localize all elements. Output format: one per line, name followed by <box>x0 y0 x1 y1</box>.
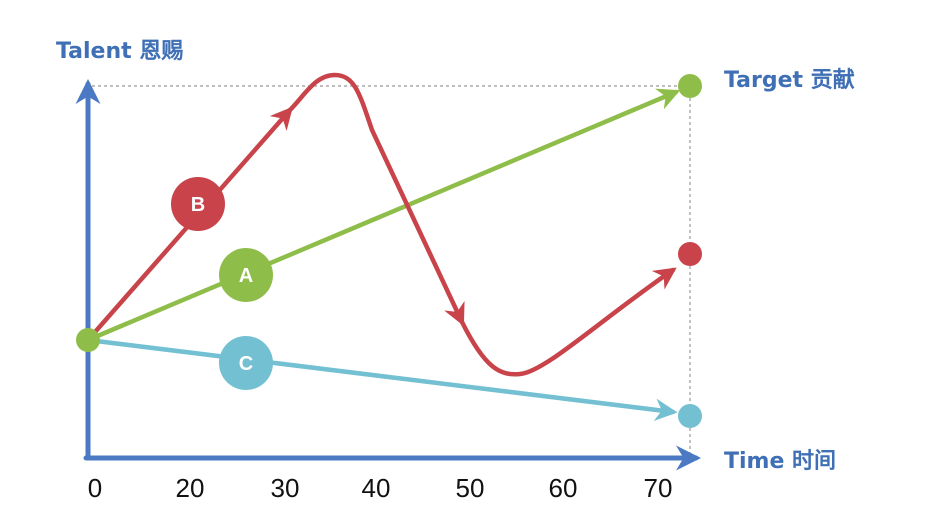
path-b-segment-2 <box>287 72 465 327</box>
x-tick-label: 0 <box>88 473 102 503</box>
end-point-b <box>678 242 702 266</box>
target-point-a <box>678 74 702 98</box>
badge-a: A <box>219 248 273 302</box>
badge-c: C <box>219 336 273 390</box>
path-b-segment-3 <box>459 267 677 377</box>
x-tick-label: 70 <box>644 473 673 503</box>
target-title: Target 贡献 <box>724 67 855 93</box>
path-c-line <box>85 337 678 421</box>
x-tick-label: 50 <box>456 473 485 503</box>
badge-a-label: A <box>239 265 253 287</box>
badge-b-label: B <box>191 194 205 216</box>
y-axis-title: Talent 恩赐 <box>56 39 183 64</box>
x-tick-label: 30 <box>271 473 300 503</box>
path-a-line <box>85 88 681 343</box>
x-tick-label: 40 <box>362 473 391 503</box>
x-tick-label: 60 <box>549 473 578 503</box>
start-point <box>76 328 100 352</box>
end-point-c <box>678 404 702 428</box>
badge-b: B <box>171 177 225 231</box>
x-tick-label: 20 <box>176 473 205 503</box>
x-axis-title: Time 时间 <box>724 449 836 474</box>
badge-c-label: C <box>239 353 253 375</box>
